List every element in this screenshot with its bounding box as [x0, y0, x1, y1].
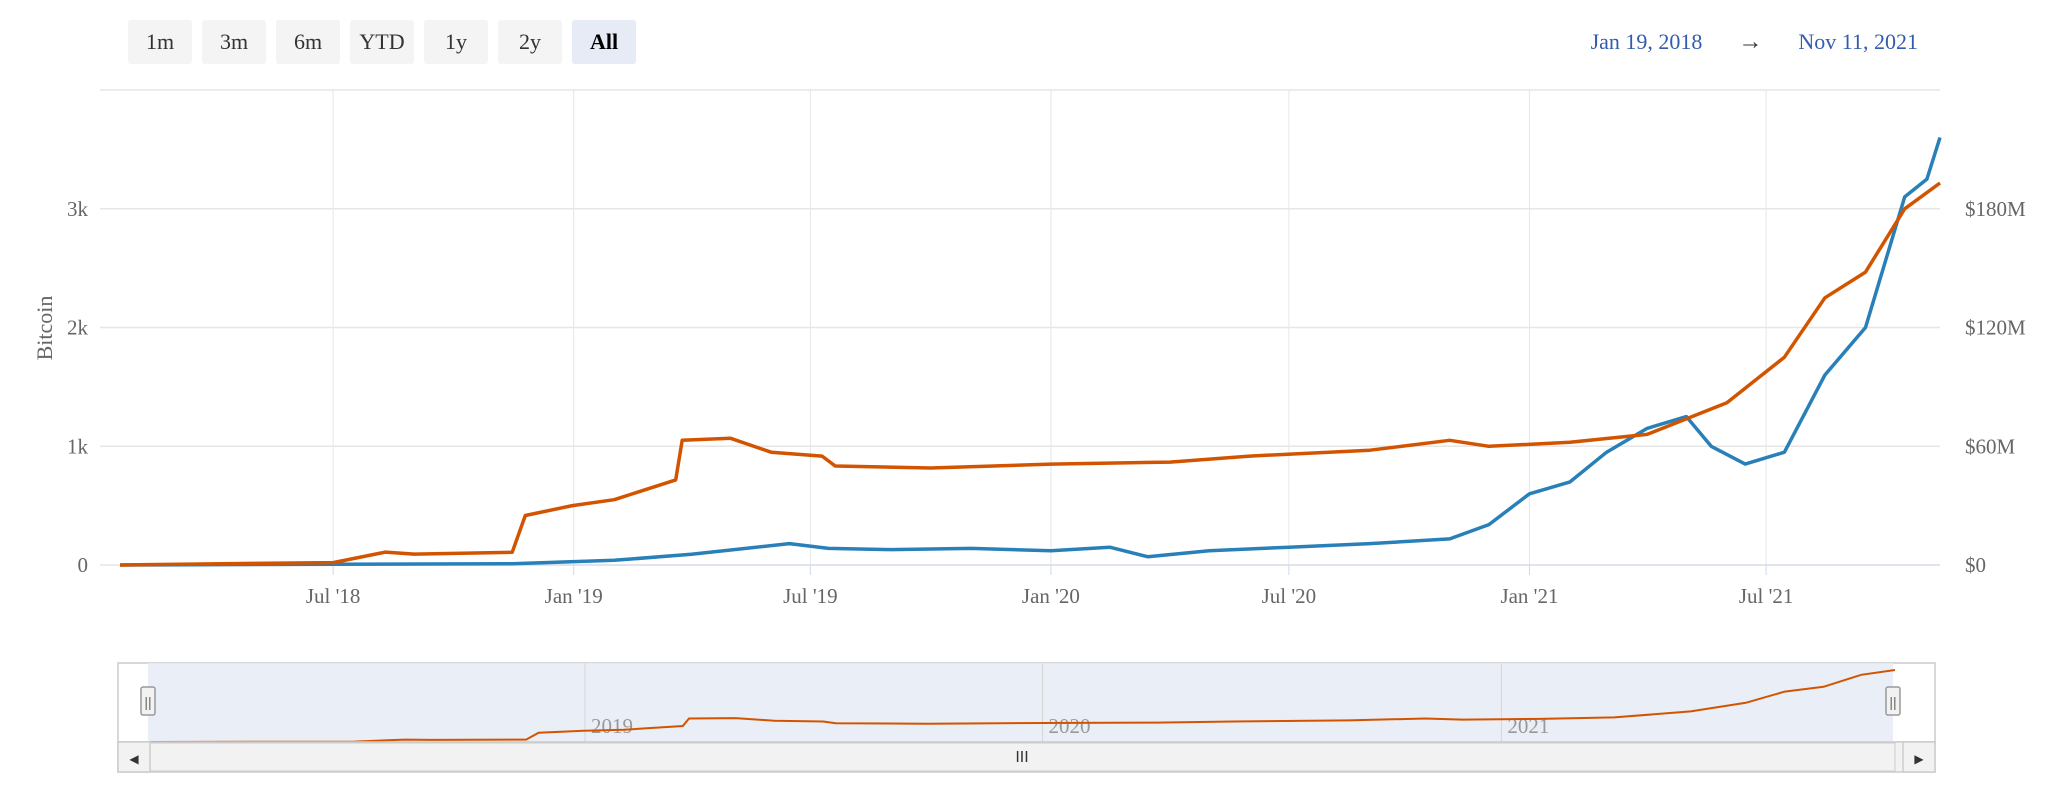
arrow-right-icon: → — [1738, 28, 1763, 55]
x-tick-label: Jan '20 — [1022, 584, 1080, 608]
navigator-selection-mask[interactable] — [148, 663, 1893, 742]
date-range-inputs: Jan 19, 2018 → Nov 11, 2021 — [1591, 26, 1918, 58]
y-axis-title: Bitcoin — [32, 296, 57, 361]
range-button-3m[interactable]: 3m — [202, 20, 266, 64]
navigator-series-line — [149, 669, 1896, 743]
range-button-1m[interactable]: 1m — [128, 20, 192, 64]
navigator-right-handle[interactable] — [1885, 686, 1901, 716]
handle-grip-icon: || — [1889, 694, 1896, 710]
x-tick-label: Jul '20 — [1262, 584, 1317, 608]
range-button-ytd[interactable]: YTD — [350, 20, 414, 64]
y-right-tick-label: $120M — [1965, 316, 2026, 340]
y-right-tick-label: $180M — [1965, 197, 2026, 221]
handle-grip-icon: || — [144, 694, 151, 710]
scrollbar-left-button[interactable] — [117, 741, 151, 773]
navigator-year-label: 2020 — [1049, 714, 1091, 738]
chevron-right-icon: ▶ — [1914, 752, 1924, 766]
scrollbar-thumb[interactable] — [149, 742, 1896, 772]
y-left-tick-label: 2k — [67, 316, 89, 340]
x-tick-label: Jul '19 — [783, 584, 838, 608]
date-to-input[interactable]: Nov 11, 2021 — [1798, 29, 1918, 54]
y-left-tick-label: 0 — [78, 553, 89, 577]
usd-value-series-line — [119, 181, 1942, 567]
range-button-6m[interactable]: 6m — [276, 20, 340, 64]
chevron-left-icon: ◀ — [129, 752, 139, 766]
y-left-tick-label: 1k — [67, 434, 89, 458]
scrollbar-grip-icon: III — [1015, 749, 1028, 766]
bitcoin-series-line — [119, 136, 1942, 567]
navigator-left-handle[interactable] — [140, 686, 156, 716]
date-from-input[interactable]: Jan 19, 2018 — [1590, 29, 1703, 54]
range-button-all[interactable]: All — [572, 20, 636, 64]
y-right-tick-label: $0 — [1965, 553, 1986, 577]
scrollbar-right-button[interactable] — [1902, 741, 1936, 773]
y-right-tick-label: $60M — [1965, 434, 2016, 458]
navigator-year-label: 2021 — [1507, 714, 1549, 738]
range-button-2y[interactable]: 2y — [498, 20, 562, 64]
x-tick-label: Jan '21 — [1500, 584, 1558, 608]
x-tick-label: Jul '18 — [306, 584, 361, 608]
x-tick-label: Jan '19 — [545, 584, 603, 608]
y-left-tick-label: 3k — [67, 197, 89, 221]
range-button-1y[interactable]: 1y — [424, 20, 488, 64]
navigator-year-label: 2019 — [591, 714, 633, 738]
range-selector: 1m 3m 6m YTD 1y 2y All — [128, 20, 636, 64]
x-tick-label: Jul '21 — [1739, 584, 1794, 608]
